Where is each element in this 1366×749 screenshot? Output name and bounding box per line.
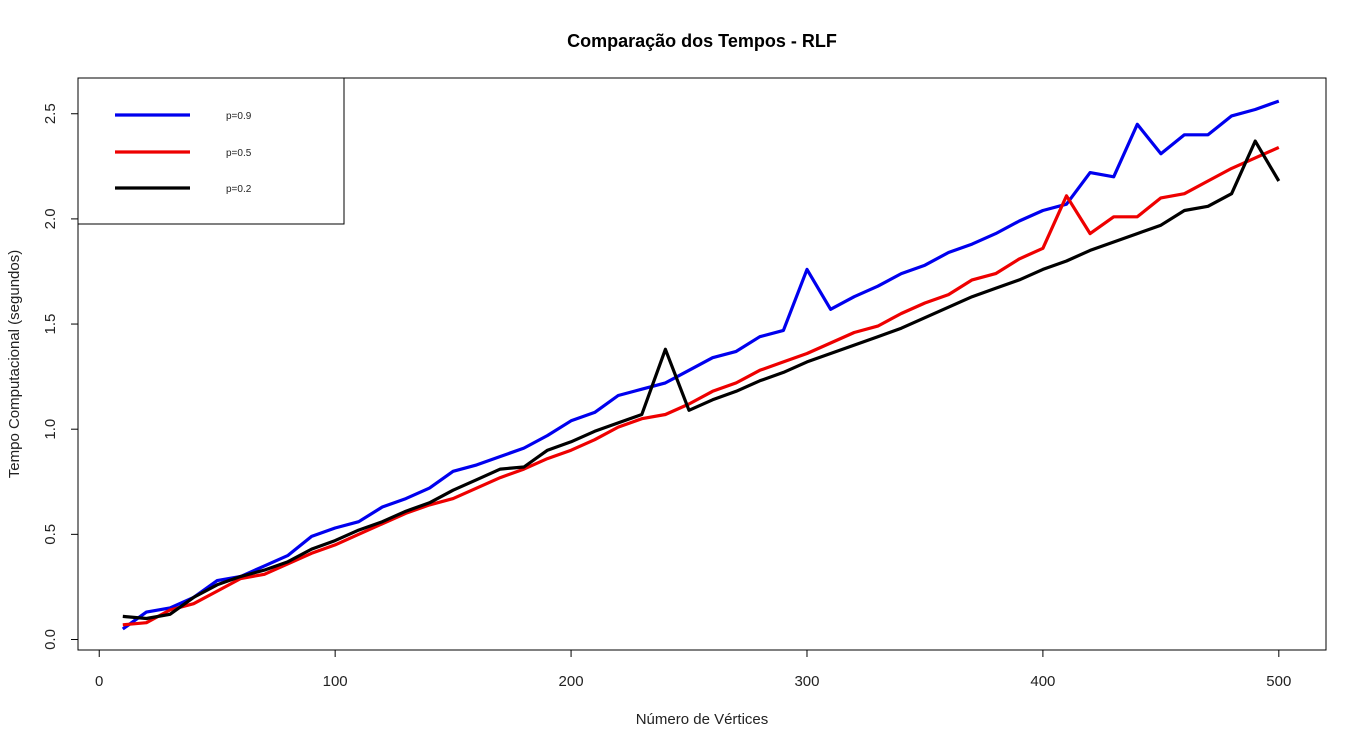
y-tick-label: 2.0: [42, 208, 59, 229]
legend: p=0.9 p=0.5 p=0.2: [77, 77, 345, 225]
series-lines: [121, 99, 1281, 631]
x-tick-label: 0: [95, 673, 103, 690]
series-line-p-0-9: [121, 99, 1280, 631]
series-line-p-0-5: [122, 145, 1280, 627]
x-tick-label: 300: [794, 673, 819, 690]
y-tick-label: 1.0: [42, 419, 59, 440]
y-tick-label: 1.5: [42, 314, 59, 335]
x-tick-label: 200: [559, 673, 584, 690]
x-tick-label: 400: [1030, 673, 1055, 690]
x-axis: 0 100 200 300 400 500: [95, 649, 1291, 690]
x-axis-label: Número de Vértices: [636, 711, 769, 728]
legend-label: p=0.5: [226, 148, 252, 159]
y-tick-label: 0.5: [42, 524, 59, 545]
legend-label: p=0.9: [226, 111, 252, 122]
y-tick-label: 0.0: [42, 629, 59, 650]
x-tick-label: 100: [323, 673, 348, 690]
series-line-p-0-2: [122, 139, 1281, 621]
y-axis-label: Tempo Computacional (segundos): [6, 250, 23, 478]
y-tick-label: 2.5: [42, 103, 59, 124]
x-tick-label: 500: [1266, 673, 1291, 690]
chart-title: Comparação dos Tempos - RLF: [567, 31, 837, 51]
y-axis: 0.0 0.5 1.0 1.5 2.0 2.5: [42, 103, 79, 650]
legend-label: p=0.2: [226, 184, 252, 195]
